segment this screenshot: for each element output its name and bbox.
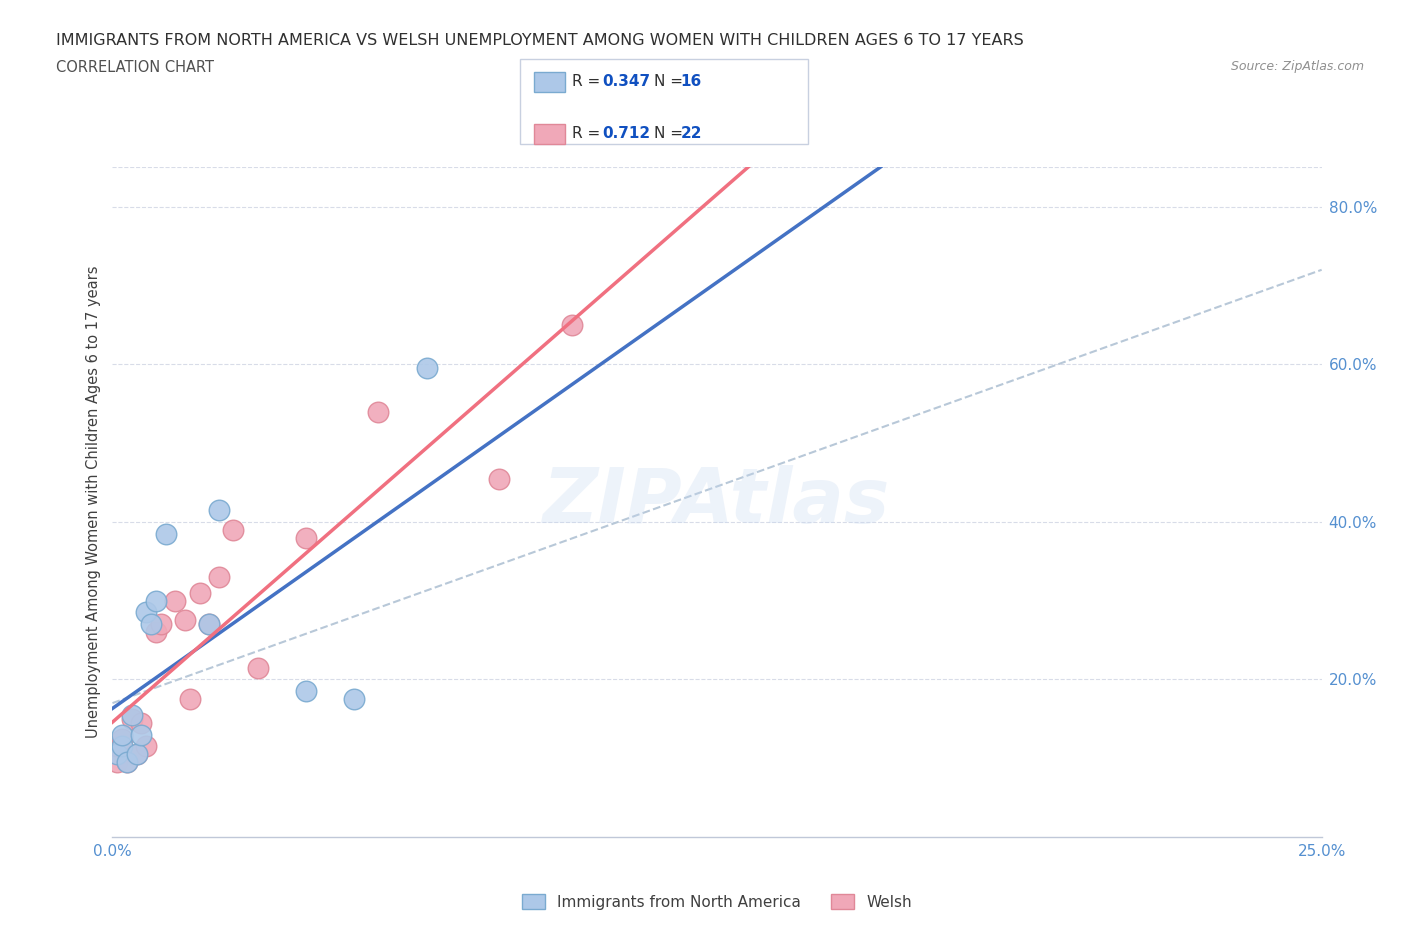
Text: CORRELATION CHART: CORRELATION CHART: [56, 60, 214, 75]
Legend: Immigrants from North America, Welsh: Immigrants from North America, Welsh: [522, 894, 912, 910]
Point: [115, 755, 138, 770]
Y-axis label: Unemployment Among Women with Children Ages 6 to 17 years: Unemployment Among Women with Children A…: [86, 266, 101, 738]
Point: [343, 692, 366, 707]
Point: [105, 739, 128, 754]
Point: [141, 617, 163, 631]
Point: [165, 593, 187, 608]
Text: 22: 22: [681, 126, 702, 141]
Point: [208, 502, 231, 517]
Text: IMMIGRANTS FROM NORTH AMERICA VS WELSH UNEMPLOYMENT AMONG WOMEN WITH CHILDREN AG: IMMIGRANTS FROM NORTH AMERICA VS WELSH U…: [56, 33, 1024, 47]
Point: [111, 727, 134, 742]
Text: 0.347: 0.347: [602, 74, 650, 89]
Point: [179, 692, 201, 707]
Point: [121, 711, 143, 726]
Point: [135, 739, 157, 754]
Point: [174, 613, 197, 628]
Text: N =: N =: [654, 74, 688, 89]
Point: [295, 684, 318, 698]
Text: 0.712: 0.712: [602, 126, 650, 141]
Point: [131, 715, 153, 730]
Point: [198, 617, 221, 631]
Point: [198, 617, 221, 631]
Point: [125, 747, 148, 762]
Text: R =: R =: [572, 126, 606, 141]
Point: [155, 526, 177, 541]
Point: [561, 317, 583, 332]
Point: [416, 361, 439, 376]
Point: [115, 755, 138, 770]
Point: [111, 739, 134, 754]
Text: Source: ZipAtlas.com: Source: ZipAtlas.com: [1230, 60, 1364, 73]
Point: [131, 727, 153, 742]
Point: [222, 523, 245, 538]
Point: [105, 747, 128, 762]
Point: [135, 605, 157, 620]
Point: [188, 585, 211, 600]
Point: [149, 617, 172, 631]
Point: [125, 747, 148, 762]
Point: [295, 530, 318, 545]
Text: R =: R =: [572, 74, 606, 89]
Point: [121, 708, 143, 723]
Point: [208, 569, 231, 584]
Point: [145, 625, 167, 640]
Point: [145, 593, 167, 608]
Point: [367, 405, 389, 419]
Point: [246, 660, 269, 675]
Point: [488, 472, 510, 486]
Text: 16: 16: [681, 74, 702, 89]
Text: ZIPAtlas: ZIPAtlas: [543, 465, 891, 539]
Text: N =: N =: [654, 126, 688, 141]
Point: [111, 731, 134, 746]
Point: [105, 755, 128, 770]
